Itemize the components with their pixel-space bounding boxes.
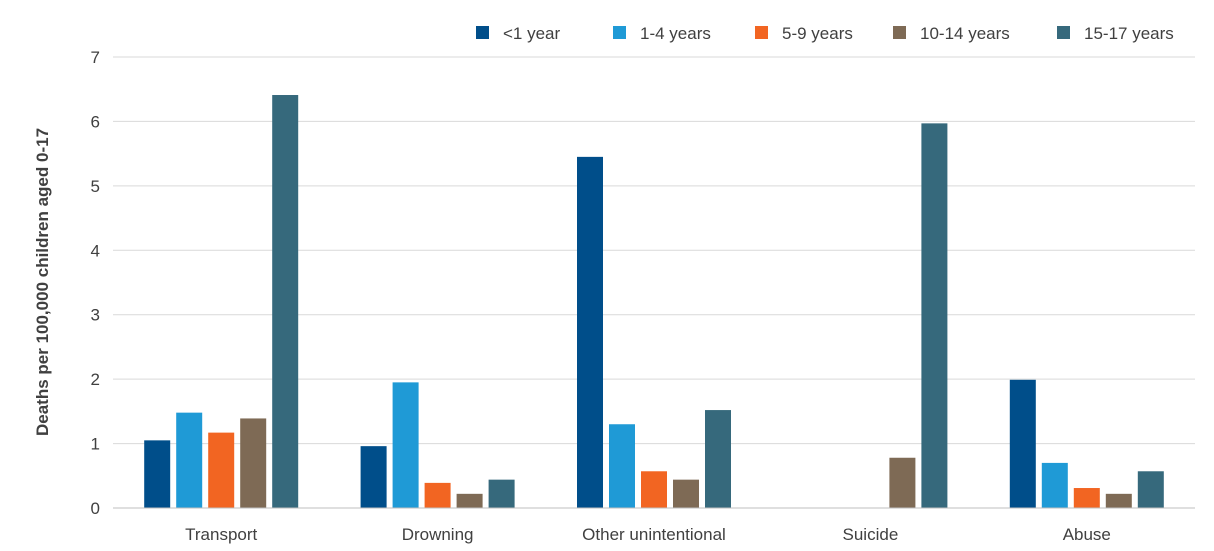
x-category-label: Drowning — [402, 525, 474, 544]
bar-1-3 — [456, 493, 483, 508]
bar-4-1 — [1041, 462, 1068, 508]
x-axis-category-labels: Transport Drowning Other unintentional Suic… — [185, 525, 1111, 544]
bar-0-2 — [208, 432, 235, 508]
legend-swatch — [476, 26, 489, 39]
y-tick-label: 7 — [91, 48, 100, 67]
bar-4-2 — [1073, 488, 1100, 508]
y-tick-label: 5 — [91, 177, 100, 196]
legend-label: <1 year — [503, 24, 561, 43]
bar-4-0 — [1009, 379, 1036, 508]
y-tick-label: 1 — [91, 435, 100, 454]
bar-2-0 — [577, 156, 603, 508]
y-axis-title: Deaths per 100,000 children aged 0-17 — [33, 128, 52, 436]
legend: <1 year 1-4 years 5-9 years 10-14 years 15-1… — [476, 24, 1174, 43]
x-category-label: Transport — [185, 525, 257, 544]
bar-4-4 — [1137, 471, 1164, 508]
legend-label: 10-14 years — [920, 24, 1010, 43]
legend-swatch — [893, 26, 906, 39]
bar-1-2 — [424, 482, 451, 508]
bar-2-4 — [705, 410, 731, 508]
y-tick-label: 6 — [91, 112, 100, 131]
x-category-label: Abuse — [1063, 525, 1111, 544]
bar-0-4 — [272, 95, 299, 509]
bar-4-3 — [1105, 493, 1132, 508]
legend-swatch — [613, 26, 626, 39]
x-category-label: Other unintentional — [582, 525, 726, 544]
y-tick-label: 2 — [91, 370, 100, 389]
x-category-label: Suicide — [843, 525, 899, 544]
y-tick-label: 3 — [91, 306, 100, 325]
y-tick-label: 0 — [91, 499, 100, 518]
legend-swatch — [755, 26, 768, 39]
bar-3-3 — [889, 457, 916, 508]
legend-swatch — [1057, 26, 1070, 39]
legend-label: 15-17 years — [1084, 24, 1174, 43]
bar-1-0 — [360, 446, 387, 508]
bar-3-4 — [921, 123, 948, 509]
bar-1-4 — [488, 479, 515, 508]
legend-label: 1-4 years — [640, 24, 711, 43]
y-tick-label: 4 — [91, 241, 100, 260]
bar-0-0 — [144, 440, 171, 508]
legend-label: 5-9 years — [782, 24, 853, 43]
bar-0-3 — [240, 418, 267, 508]
y-axis-ticks: 0 1 2 3 4 5 6 7 — [91, 48, 100, 518]
bars — [144, 95, 1164, 509]
bar-0-1 — [176, 412, 203, 508]
bar-2-3 — [673, 479, 699, 508]
bar-2-1 — [609, 424, 635, 508]
bar-1-1 — [392, 382, 419, 508]
bar-2-2 — [641, 471, 667, 508]
